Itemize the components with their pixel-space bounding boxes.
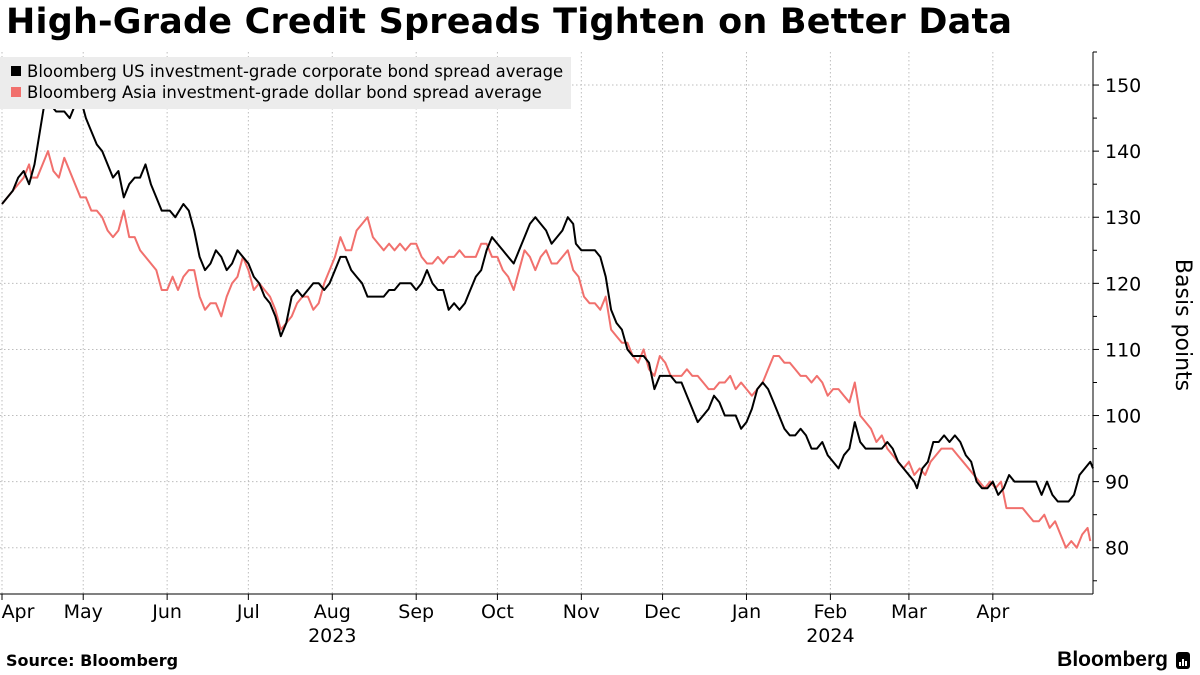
series-line-asia xyxy=(1,150,1092,549)
x-tick-label-1: May xyxy=(64,601,103,623)
y-tick-label-80: 80 xyxy=(1105,538,1129,560)
x-tick-label-4: Aug xyxy=(314,601,351,623)
x-tick-label-6: Oct xyxy=(481,601,514,623)
source-note: Source: Bloomberg xyxy=(6,651,179,670)
y-tick-label-150: 150 xyxy=(1105,75,1141,97)
bloomberg-logo: Bloomberg xyxy=(1057,648,1190,672)
y-tick-label-140: 140 xyxy=(1105,141,1141,163)
x-tick-label-12: Apr xyxy=(976,601,1009,623)
legend: Bloomberg US investment-grade corporate … xyxy=(0,57,571,109)
series-line-us xyxy=(1,97,1094,503)
gridlines xyxy=(0,52,1093,594)
x-tick-label-3: Jul xyxy=(236,601,260,623)
x-tick-label-9: Jan xyxy=(731,601,761,623)
x-tick-label-0: Apr xyxy=(2,601,35,623)
x-tick-label-8: Dec xyxy=(644,601,681,623)
y-tick-label-120: 120 xyxy=(1105,273,1141,295)
x-tick-label-5: Sep xyxy=(398,601,434,623)
series-lines xyxy=(1,97,1094,549)
axes xyxy=(0,52,1094,595)
x-year-label-2023: 2023 xyxy=(308,625,356,647)
legend-label-us: Bloomberg US investment-grade corporate … xyxy=(27,62,563,81)
x-axis-ticks: Apr May Jun Jul Aug Sep Oct Nov Dec Jan Feb Mar Apr 2… xyxy=(1,594,1009,647)
legend-background xyxy=(0,57,571,109)
y-tick-label-90: 90 xyxy=(1105,472,1129,494)
chart-title: High-Grade Credit Spreads Tighten on Bet… xyxy=(6,2,1013,42)
brand-name: Bloomberg xyxy=(1057,648,1168,671)
bloomberg-mark-icon xyxy=(1176,651,1190,669)
x-year-label-2024: 2024 xyxy=(806,625,854,647)
y-tick-label-130: 130 xyxy=(1105,207,1141,229)
x-tick-label-7: Nov xyxy=(563,601,600,623)
legend-label-asia: Bloomberg Asia investment-grade dollar b… xyxy=(27,83,542,102)
x-tick-label-10: Feb xyxy=(814,601,848,623)
y-axis-label: Basis points xyxy=(1170,259,1195,391)
legend-swatch-us xyxy=(11,66,21,76)
x-tick-label-11: Mar xyxy=(891,601,927,623)
y-tick-label-110: 110 xyxy=(1105,339,1141,361)
x-tick-label-2: Jun xyxy=(151,601,182,623)
y-tick-label-100: 100 xyxy=(1105,406,1141,428)
legend-swatch-asia xyxy=(11,87,21,97)
y-axis-ticks: 80 90 100 110 120 130 140 150 xyxy=(1093,51,1141,582)
